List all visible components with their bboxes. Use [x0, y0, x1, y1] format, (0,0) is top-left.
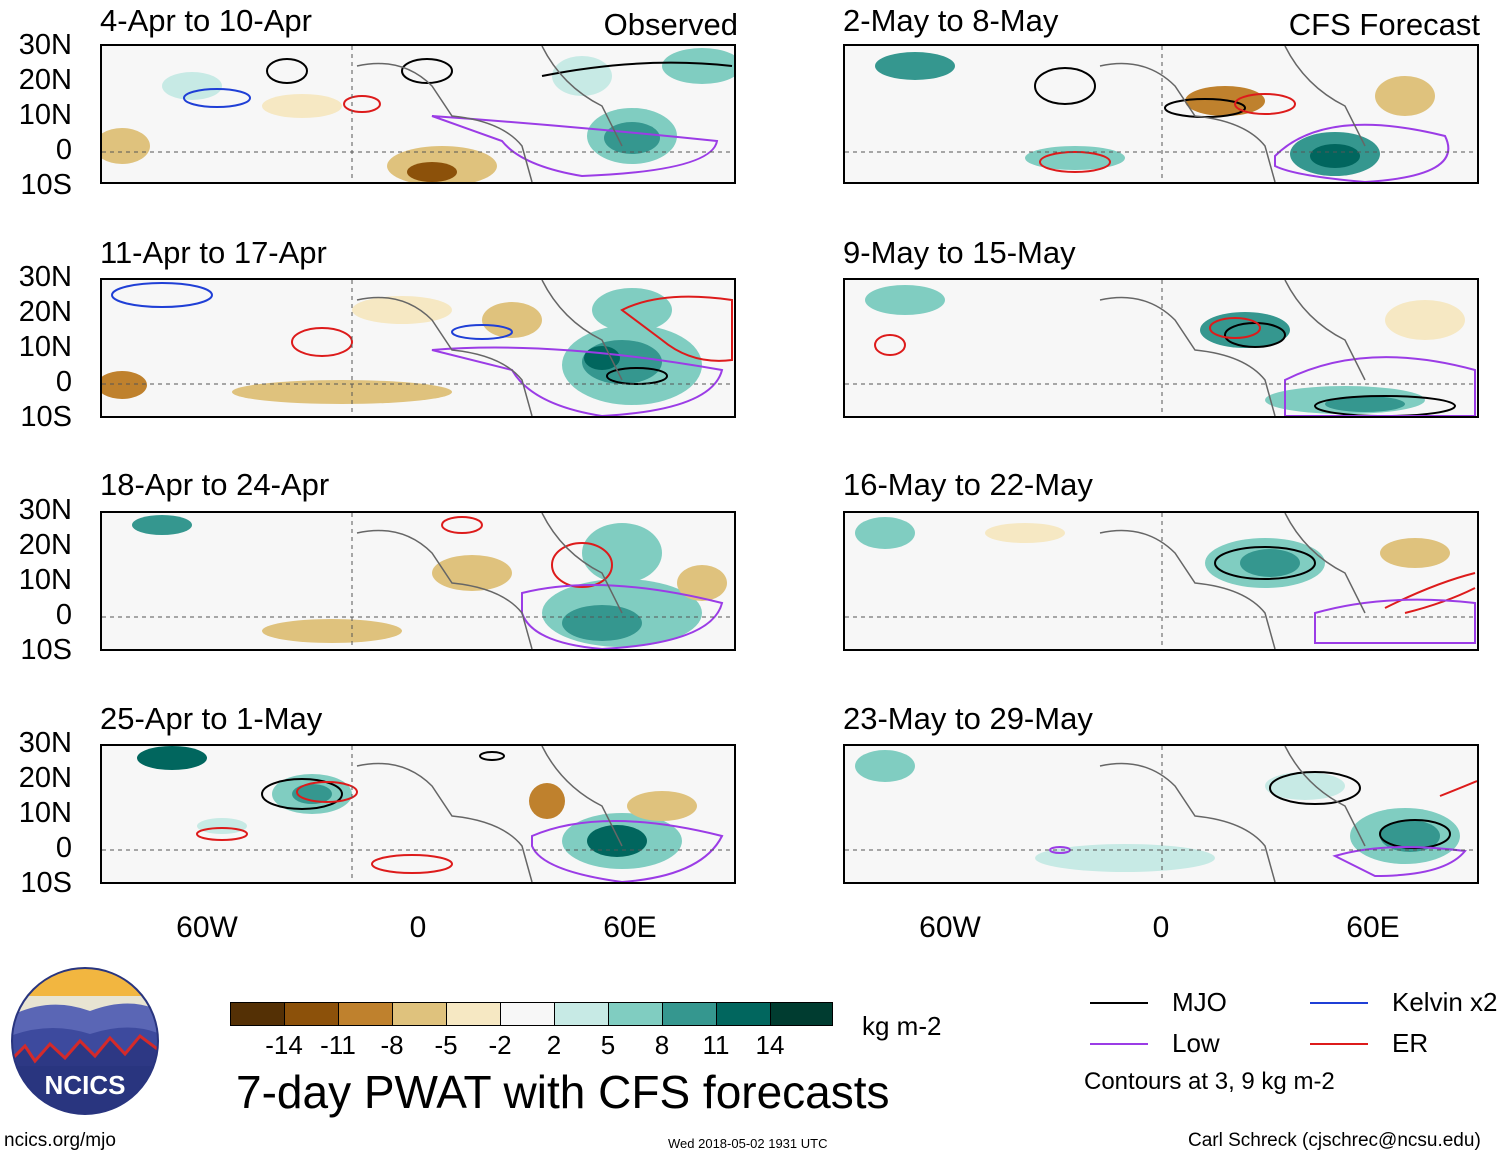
map-panel-right-1	[843, 44, 1479, 184]
lat-label: 10N	[18, 331, 72, 363]
legend-label-er: ER	[1392, 1028, 1429, 1058]
map-panel-right-4	[843, 744, 1479, 884]
map-panel-left-3	[100, 511, 736, 651]
lon-label-right-60e: 60E	[1346, 911, 1400, 944]
right-panel-title-3: 16-May to 22-May	[843, 467, 1093, 502]
right-panel-title-4: 23-May to 29-May	[843, 701, 1093, 736]
colorbar-swatch	[284, 1002, 339, 1026]
lat-label: 10S	[20, 401, 72, 433]
lat-label: 30N	[18, 261, 72, 293]
colorbar-tick-label: -5	[434, 1030, 458, 1060]
main-title: 7-day PWAT with CFS forecasts	[236, 1066, 890, 1118]
footer-url[interactable]: ncics.org/mjo	[4, 1130, 116, 1151]
legend-line-mjo	[1090, 1002, 1148, 1004]
footer-author: Carl Schreck (cjschrec@ncsu.edu)	[1188, 1130, 1481, 1151]
colorbar-swatch	[230, 1002, 285, 1026]
colorbar-swatch	[662, 1002, 717, 1026]
colorbar-swatch	[554, 1002, 609, 1026]
lat-label: 10S	[20, 867, 72, 899]
lat-label: 20N	[18, 64, 72, 96]
colorbar-tick-label: -8	[380, 1030, 404, 1060]
left-panel-title-1: 4-Apr to 10-Apr	[100, 3, 312, 38]
forecast-label: CFS Forecast	[1288, 7, 1480, 42]
colorbar-swatch	[338, 1002, 393, 1026]
legend-line-low	[1090, 1043, 1148, 1045]
lat-label: 0	[55, 134, 72, 166]
map-panel-right-3	[843, 511, 1479, 651]
colorbar-tick-label: -14	[265, 1030, 303, 1060]
colorbar-tick-label: 11	[702, 1030, 730, 1060]
lat-label: 20N	[18, 529, 72, 561]
colorbar-tick-label: -11	[320, 1030, 356, 1060]
lon-label-left-60w: 60W	[176, 911, 238, 944]
colorbar-tick-label: 8	[654, 1030, 670, 1060]
colorbar-swatch	[446, 1002, 501, 1026]
lat-label: 30N	[18, 727, 72, 759]
colorbar-tick-label: 5	[600, 1030, 616, 1060]
colorbar-swatch	[500, 1002, 555, 1026]
legend-line-er	[1310, 1043, 1368, 1045]
logo-text: NCICS	[45, 1070, 126, 1100]
legend-label-kelvin: Kelvin x2	[1392, 987, 1498, 1017]
colorbar-swatch	[392, 1002, 447, 1026]
map-panel-right-2	[843, 278, 1479, 418]
left-panel-title-3: 18-Apr to 24-Apr	[100, 467, 330, 502]
lon-label-right-0: 0	[1152, 911, 1170, 944]
lat-label: 10S	[20, 634, 72, 666]
footer-timestamp: Wed 2018-05-02 1931 UTC	[668, 1136, 828, 1151]
colorbar-swatch	[608, 1002, 663, 1026]
lon-label-right-60w: 60W	[919, 911, 981, 944]
lat-label: 0	[55, 599, 72, 631]
ncics-logo: NCICS	[10, 966, 160, 1116]
lat-label: 0	[55, 366, 72, 398]
lat-label: 0	[55, 832, 72, 864]
legend-label-low: Low	[1172, 1028, 1220, 1058]
lat-label: 10N	[18, 797, 72, 829]
colorbar-tick-label: 2	[546, 1030, 562, 1060]
map-panel-left-4	[100, 744, 736, 884]
legend-note: Contours at 3, 9 kg m-2	[1084, 1068, 1335, 1095]
lat-label: 10N	[18, 564, 72, 596]
colorbar-units: kg m-2	[862, 1011, 942, 1041]
right-panel-title-2: 9-May to 15-May	[843, 235, 1076, 270]
lat-label: 20N	[18, 762, 72, 794]
colorbar-tick-label: -2	[488, 1030, 512, 1060]
map-panel-left-2	[100, 278, 736, 418]
left-panel-title-2: 11-Apr to 17-Apr	[100, 235, 327, 270]
lon-label-left-0: 0	[409, 911, 427, 944]
lat-label: 10N	[18, 99, 72, 131]
legend-label-mjo: MJO	[1172, 987, 1227, 1017]
lat-label: 10S	[20, 169, 72, 201]
colorbar-swatch	[770, 1002, 833, 1026]
left-panel-title-4: 25-Apr to 1-May	[100, 701, 323, 736]
lat-label: 30N	[18, 494, 72, 526]
colorbar-swatch	[716, 1002, 771, 1026]
lon-label-left-60e: 60E	[603, 911, 657, 944]
lat-label: 20N	[18, 296, 72, 328]
colorbar-tick-label: 14	[755, 1030, 785, 1060]
right-panel-title-1: 2-May to 8-May	[843, 3, 1059, 38]
map-panel-left-1	[100, 44, 736, 184]
observed-label: Observed	[603, 7, 738, 42]
legend-line-kelvin	[1310, 1002, 1368, 1004]
lat-label: 30N	[18, 29, 72, 61]
